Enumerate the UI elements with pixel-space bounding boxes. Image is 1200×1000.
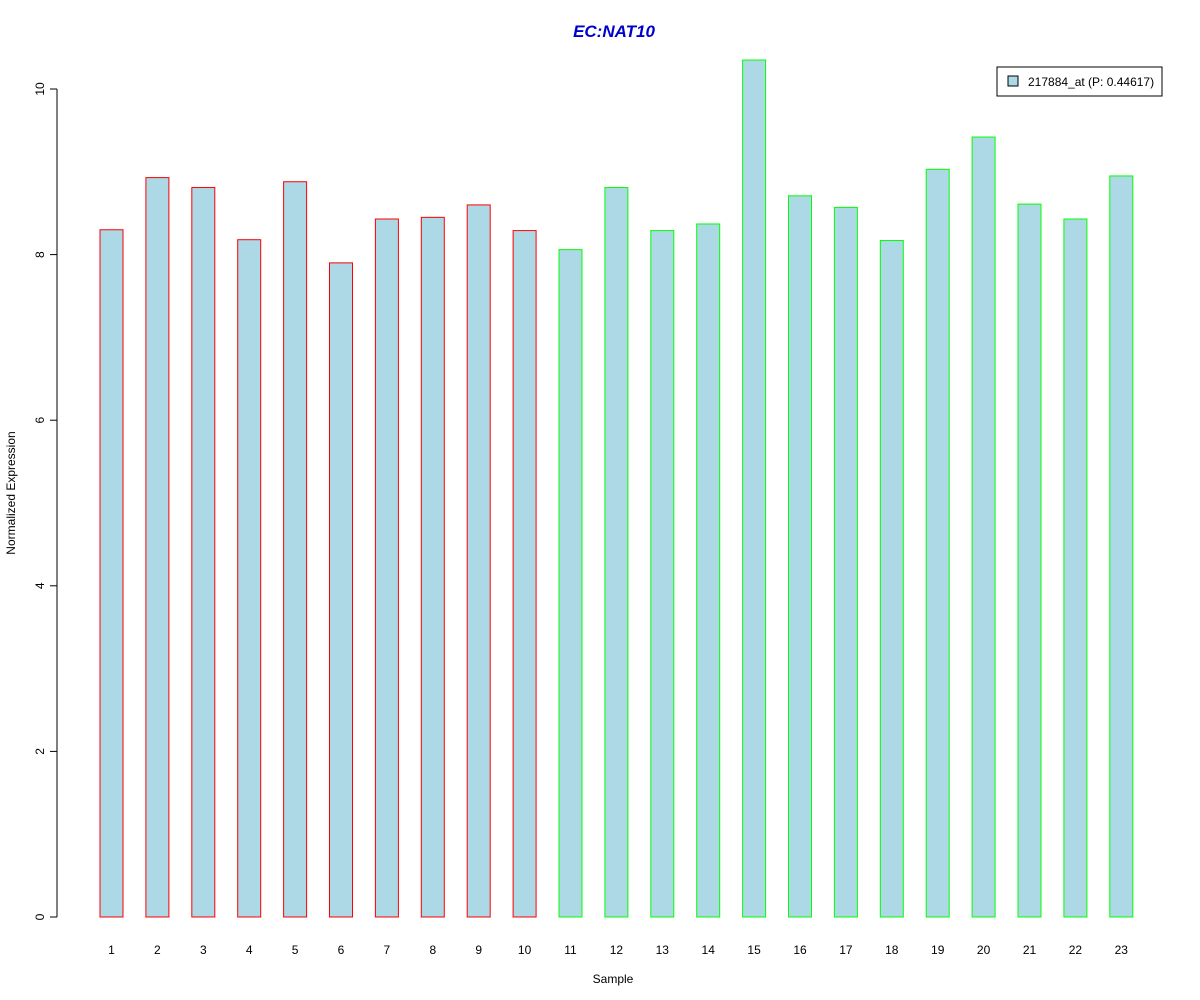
x-tick-label: 10	[518, 943, 532, 957]
x-tick-label: 17	[839, 943, 853, 957]
x-tick-label: 11	[564, 943, 577, 957]
x-tick-label: 7	[384, 943, 391, 957]
bar-sample-14	[696, 223, 721, 918]
x-axis-label: Sample	[593, 972, 634, 986]
bar-sample-7	[374, 218, 399, 918]
bar-sample-4	[237, 239, 262, 918]
x-tick-label: 23	[1115, 943, 1129, 957]
y-tick-label: 4	[33, 582, 47, 589]
legend: 217884_at (P: 0.44617)	[996, 66, 1163, 97]
x-tick-label: 6	[338, 943, 345, 957]
y-tick-label: 6	[33, 417, 47, 424]
bar-sample-2	[145, 177, 170, 918]
bar-sample-16	[788, 195, 812, 918]
y-tick-label: 0	[33, 913, 47, 920]
x-tick-label: 18	[885, 943, 899, 957]
bar-sample-11	[558, 249, 583, 918]
bar-sample-15	[742, 59, 767, 918]
bar-sample-18	[879, 240, 904, 918]
x-tick-label: 9	[475, 943, 482, 957]
x-tick-label: 5	[292, 943, 299, 957]
bar-sample-9	[466, 204, 491, 918]
bar-sample-22	[1063, 218, 1088, 918]
x-tick-label: 3	[200, 943, 207, 957]
legend-box	[996, 66, 1163, 97]
chart-title: EC:NAT10	[573, 22, 655, 41]
y-tick-label: 8	[33, 251, 47, 258]
bar-sample-1	[99, 229, 124, 918]
x-tick-label: 13	[656, 943, 670, 957]
bar-sample-10	[512, 230, 537, 918]
bars-group	[99, 59, 1134, 918]
x-tick-label: 8	[429, 943, 436, 957]
y-axis: 0 2 4 6 8 10	[33, 82, 58, 920]
bar-sample-13	[650, 230, 675, 918]
y-tick-label: 2	[33, 748, 47, 755]
x-tick-label: 20	[977, 943, 991, 957]
bar-sample-21	[1017, 203, 1042, 918]
x-tick-label: 1	[108, 943, 115, 957]
x-tick-label: 15	[747, 943, 761, 957]
x-tick-label: 2	[154, 943, 161, 957]
x-tick-label: 14	[702, 943, 716, 957]
x-tick-label: 19	[931, 943, 945, 957]
bar-sample-8	[420, 216, 445, 918]
legend-swatch	[1007, 75, 1019, 87]
x-tick-labels: 1 2 3 4 5 6 7 8 9 10 11 12 13 14 15 16 17 18 19 20 21 22 23	[108, 943, 1128, 957]
bar-sample-19	[925, 168, 950, 918]
bar-sample-17	[833, 206, 858, 918]
bar-sample-12	[604, 187, 629, 918]
x-tick-label: 22	[1069, 943, 1083, 957]
bar-sample-20	[971, 136, 996, 918]
bar-sample-6	[329, 262, 353, 918]
x-tick-label: 12	[610, 943, 624, 957]
x-tick-label: 21	[1023, 943, 1037, 957]
legend-label: 217884_at (P: 0.44617)	[1028, 75, 1154, 89]
y-axis-label: Normalized Expression	[4, 431, 18, 554]
y-tick-label: 10	[33, 82, 47, 96]
bar-sample-23	[1109, 175, 1134, 918]
bar-sample-5	[283, 181, 308, 918]
x-tick-label: 4	[246, 943, 253, 957]
x-tick-label: 16	[793, 943, 807, 957]
bar-sample-3	[191, 187, 216, 918]
